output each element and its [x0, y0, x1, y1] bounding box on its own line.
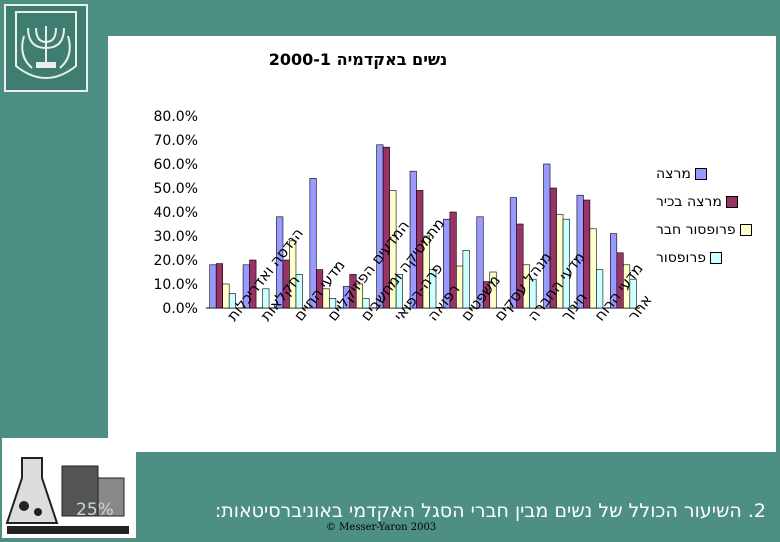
bar [215, 263, 223, 309]
y-tick-label: 50.0% [154, 181, 198, 197]
bar [355, 283, 364, 309]
bar [529, 278, 537, 309]
legend-label: מרצה בכיר [656, 194, 722, 210]
chart-title: נשים באקדמיה 2000-1 [268, 50, 448, 69]
y-tick-label: 40.0% [154, 205, 198, 221]
legend-item: מרצה [656, 160, 772, 188]
bar [222, 283, 230, 309]
y-tick-label: 30.0% [154, 229, 198, 245]
bar [329, 298, 337, 309]
legend-item: מרצה בכיר [656, 188, 772, 216]
bar [476, 216, 484, 309]
bar [295, 274, 303, 309]
bar [209, 264, 217, 309]
y-tick-label: 20.0% [154, 253, 198, 269]
laboratory-flask-logo-icon [2, 438, 136, 538]
bar [249, 259, 257, 309]
bar [589, 228, 597, 309]
legend-label: פרופסור חבר [656, 222, 736, 238]
legend-item: פרופסור [656, 244, 772, 272]
legend-item: פרופסור חבר [656, 216, 772, 244]
state-emblem-icon [4, 4, 88, 92]
bar [583, 199, 591, 309]
y-tick-label: 60.0% [154, 157, 198, 173]
chart-legend: מרצה מרצה בכיר פרופסור חבר פרופסור [656, 160, 772, 272]
legend-label: מרצה [656, 166, 691, 182]
bar [462, 250, 470, 309]
legend-swatch [694, 168, 707, 180]
bar [362, 298, 370, 309]
bar [449, 211, 457, 309]
legend-swatch [725, 196, 738, 208]
slide-caption: 2. השיעור הכולל של נשים מבין חברי הסגל ה… [214, 500, 766, 522]
bar [228, 293, 236, 309]
bar [596, 269, 604, 309]
percent-value: 25% [76, 500, 114, 520]
y-tick-label: 10.0% [154, 277, 198, 293]
bar [429, 269, 437, 309]
bar [309, 178, 317, 309]
copyright-text: © Messer-Yaron 2003 [326, 522, 437, 533]
legend-swatch [739, 224, 752, 236]
bar [262, 288, 270, 309]
bar [395, 274, 403, 309]
y-tick-label: 0.0% [162, 301, 198, 317]
legend-swatch [710, 252, 723, 264]
y-tick-label: 70.0% [154, 133, 198, 149]
bar [562, 218, 570, 309]
bar-chart: 80.0% 70.0% 60.0% 50.0% 40.0% 30.0% 20.0% 10.0%… [154, 109, 656, 324]
legend-label: פרופסור [656, 250, 707, 266]
y-tick-label: 80.0% [154, 109, 198, 125]
chart-panel: נשים באקדמיה 2000-1 80.0% 70.0% 60.0% 50.0%… [108, 36, 776, 452]
bar [629, 278, 637, 309]
bar [389, 190, 397, 309]
bar [489, 271, 497, 309]
